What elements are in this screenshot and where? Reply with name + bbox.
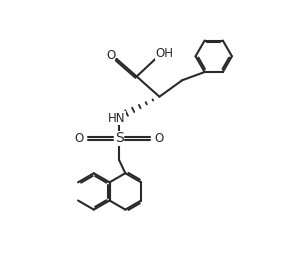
Text: O: O xyxy=(74,132,84,145)
Text: S: S xyxy=(115,131,123,145)
Text: O: O xyxy=(106,49,115,62)
Text: O: O xyxy=(154,132,164,145)
Text: OH: OH xyxy=(156,47,174,60)
Text: HN: HN xyxy=(108,112,125,125)
